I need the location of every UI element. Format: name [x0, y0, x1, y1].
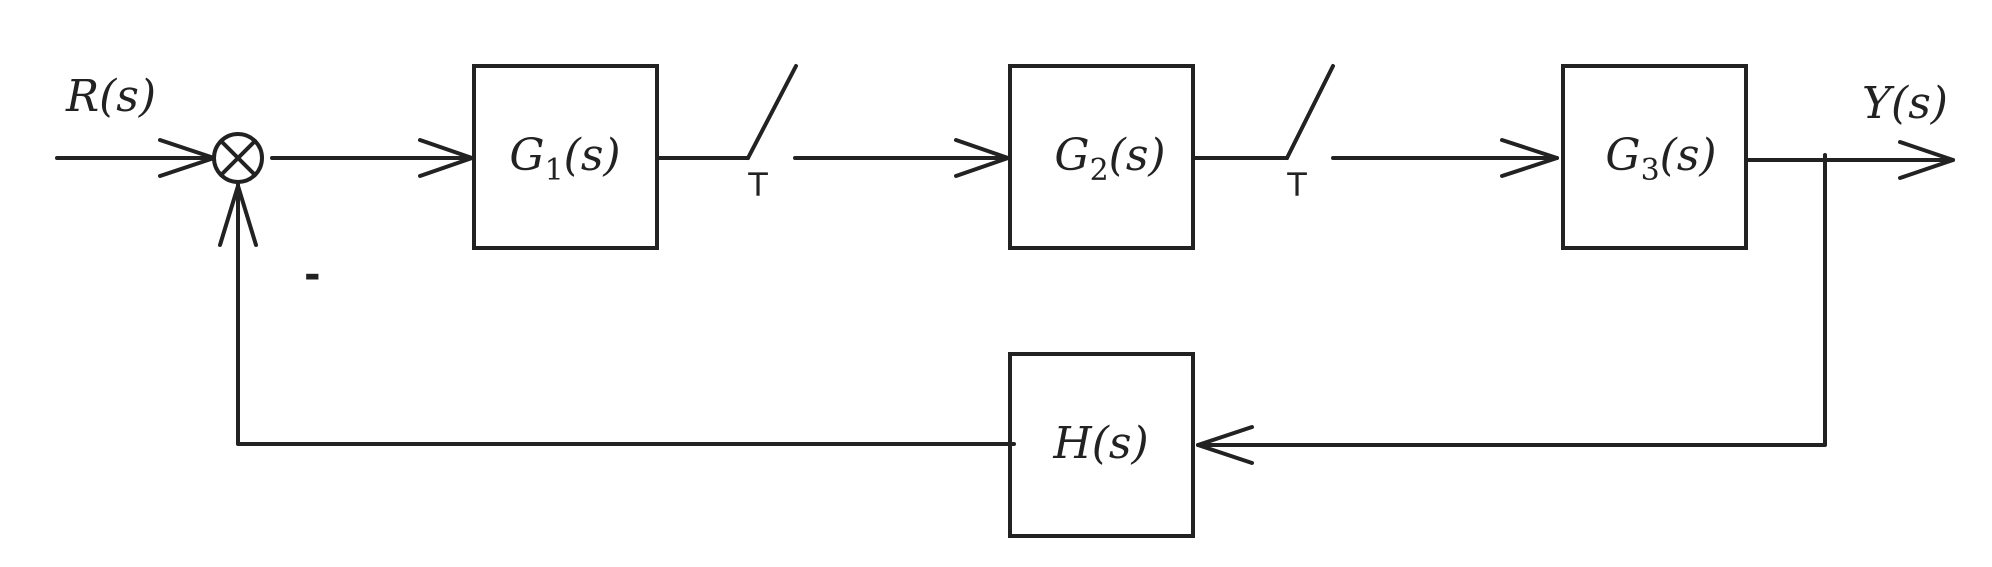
g1-argument: (s) — [564, 130, 621, 181]
svg-text:G3(s): G3(s) — [1605, 130, 1716, 188]
sampler-2-label: T — [1286, 166, 1307, 204]
g3-argument: (s) — [1660, 130, 1717, 181]
g1-subscript: 1 — [545, 153, 564, 188]
output-label: Y(s) — [1862, 78, 1948, 129]
svg-text:G1(s): G1(s) — [509, 130, 620, 188]
output-arrow — [1744, 140, 1955, 180]
h-name: H — [1052, 418, 1093, 469]
g2-subscript: 2 — [1090, 153, 1109, 188]
sampler-switch-1: T — [746, 64, 798, 204]
svg-text:H(s): H(s) — [1052, 418, 1148, 469]
g3-subscript: 3 — [1641, 153, 1660, 188]
h-argument: (s) — [1092, 418, 1149, 469]
g2-argument: (s) — [1109, 130, 1166, 181]
feedback-arrow-to-sum — [218, 182, 1016, 446]
sampler-switch-2: T — [1285, 64, 1335, 204]
arrow-sampler-1-to-g2 — [793, 138, 1010, 178]
input-label: R(s) — [65, 71, 156, 122]
summing-junction — [212, 132, 264, 184]
feedback-arrow-to-h — [1196, 153, 1827, 465]
arrow-sampler-2-to-g3 — [1331, 138, 1559, 178]
sampler-1-label: T — [747, 166, 768, 204]
minus-sign: - — [304, 252, 321, 298]
block-g2: G2(s) — [1008, 64, 1195, 250]
g3-name: G — [1605, 130, 1640, 181]
input-arrow — [55, 138, 216, 178]
block-g3: G3(s) — [1561, 64, 1748, 250]
g2-name: G — [1054, 130, 1089, 181]
block-h: H(s) — [1008, 352, 1195, 538]
block-g1: G1(s) — [472, 64, 659, 250]
g1-name: G — [509, 130, 544, 181]
arrow-sum-to-g1 — [270, 138, 474, 178]
svg-text:G2(s): G2(s) — [1054, 130, 1165, 188]
